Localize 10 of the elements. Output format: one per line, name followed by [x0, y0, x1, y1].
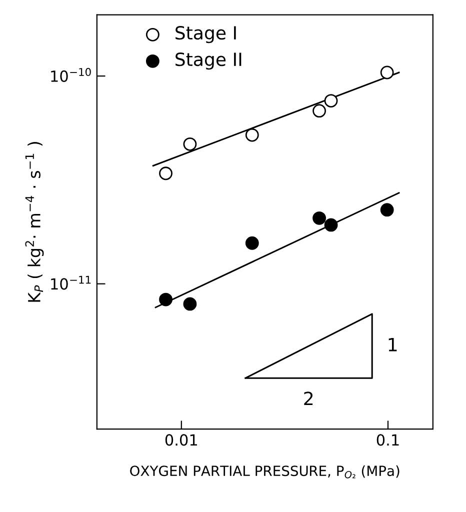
- x-axis-title: OXYGEN PARTIAL PRESSURE, P$_{O₂}$ (MPa): [130, 465, 400, 478]
- annotation: 1: [388, 338, 397, 352]
- annotation: 2: [304, 392, 313, 406]
- legend-label: Stage II: [176, 52, 242, 70]
- x-tick-label: 0.01: [165, 434, 198, 446]
- y-tick-label: 10$^{−10}$: [51, 68, 91, 82]
- x-tick-label: 0.1: [376, 434, 399, 446]
- text: K$_{P}$ ( kg$^{2}$· m$^{−4}$ · s$^{−1}$ ): [25, 142, 44, 302]
- y-tick-label: 10$^{−11}$: [51, 276, 91, 290]
- legend-label: Stage I: [176, 26, 236, 44]
